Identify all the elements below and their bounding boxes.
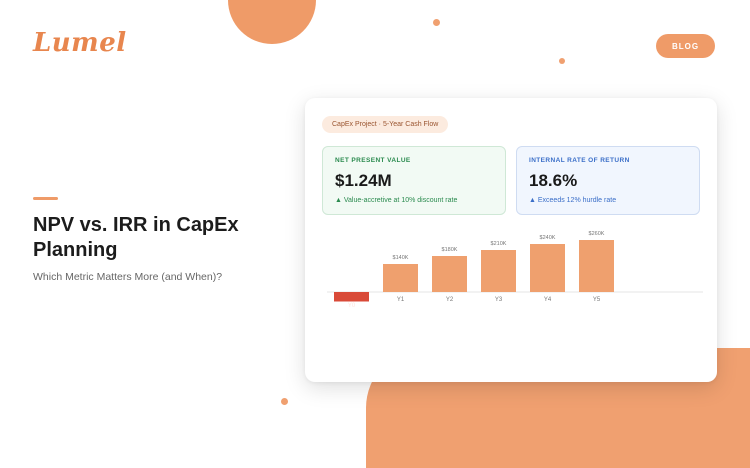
decorative-dot [433,19,440,26]
irr-label: INTERNAL RATE OF RETURN [529,157,630,164]
decorative-dot [559,58,565,64]
tick-label-y3: Y3 [495,297,503,303]
npv-note: ▲ Value-accretive at 10% discount rate [335,197,458,204]
tick-label-y4: Y4 [544,297,552,303]
blog-button[interactable]: BLOG [656,34,715,58]
data-label-y2: $180K [442,247,458,253]
bar-y3 [481,250,516,292]
npv-value: $1.24M [335,171,392,190]
npv-metric: NET PRESENT VALUE $1.24M ▲ Value-accreti… [322,146,506,215]
irr-value: 18.6% [529,171,578,190]
cashflow-bar-chart: Y0 Y1 $140K Y2 $180K Y3 $210K Y4 $240K Y5 $260K [327,231,703,309]
data-label-y1: $140K [393,255,409,261]
brand-logo[interactable]: Lumel [33,28,127,58]
irr-metric: INTERNAL RATE OF RETURN 18.6% ▲ Exceeds … [516,146,700,215]
decorative-circle-top [228,0,316,44]
npv-label: NET PRESENT VALUE [335,157,411,164]
tick-label-y0: Y0 [348,303,356,309]
bar-y0 [334,292,369,302]
bar-y5 [579,240,614,292]
data-label-y4: $240K [540,235,556,241]
data-label-y5: $260K [589,231,605,237]
page-subtitle: Which Metric Matters More (and When)? [33,271,223,283]
tick-label-y1: Y1 [397,297,405,303]
bar-y2 [432,256,467,292]
data-label-y3: $210K [491,241,507,247]
tick-label-y5: Y5 [593,297,601,303]
cashflow-card: CapEx Project · 5-Year Cash Flow NET PRE… [305,98,717,382]
bar-y1 [383,264,418,292]
irr-note: ▲ Exceeds 12% hurdle rate [529,197,617,204]
decorative-dot [281,398,288,405]
page-title: NPV vs. IRR in CapEx Planning [33,214,239,261]
bar-y4 [530,244,565,292]
accent-bar [33,197,58,200]
tick-label-y2: Y2 [446,297,454,303]
card-tag: CapEx Project · 5-Year Cash Flow [322,116,449,133]
